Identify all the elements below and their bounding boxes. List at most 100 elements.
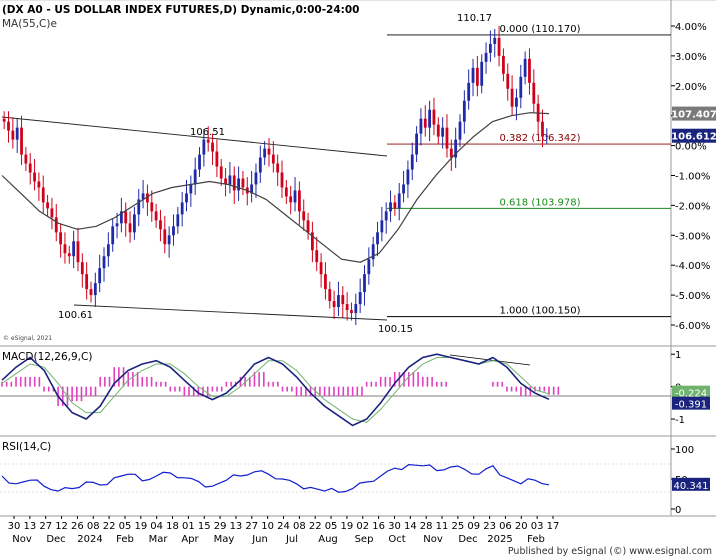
price-y-tick-label: -5.00% xyxy=(675,291,710,302)
x-month-label: Oct xyxy=(388,534,405,545)
candle-body xyxy=(532,82,536,104)
macd-line xyxy=(1,353,550,427)
x-day-label: 17 xyxy=(547,521,560,532)
x-day-label: 01 xyxy=(182,521,195,532)
candle-body xyxy=(159,220,162,230)
candle-body xyxy=(502,55,505,74)
candle-body xyxy=(258,157,262,173)
candle-body xyxy=(89,289,93,296)
macd-panel: 10-1 -0.224-0.391 MACD(12,26,9,C) xyxy=(0,350,710,427)
price-y-tick-label: 2.00% xyxy=(675,82,707,93)
price-y-tick-label: 3.00% xyxy=(675,52,707,63)
candle-body xyxy=(163,229,167,245)
candle-body xyxy=(515,97,518,107)
price-y-axis: 4.00%3.00%2.00%1.00%0.00%-1.00%-2.00%-3.… xyxy=(671,22,710,332)
macd-value-tag-bg xyxy=(672,385,710,399)
candle-body xyxy=(202,139,206,155)
candle-body xyxy=(371,244,375,260)
candle-body xyxy=(133,214,136,233)
candle-body xyxy=(93,283,97,296)
candle-body xyxy=(528,58,531,83)
price-tag-bg xyxy=(672,128,716,143)
candle-body xyxy=(146,193,149,203)
candle-body xyxy=(315,250,319,263)
candle-body xyxy=(350,310,353,314)
x-day-label: 09 xyxy=(467,521,480,532)
x-month-label: Sep xyxy=(355,534,374,545)
candle-body xyxy=(358,292,362,305)
price-panel: 4.00%3.00%2.00%1.00%0.00%-1.00%-2.00%-3.… xyxy=(1,4,716,342)
annotation-high-1: 106.51 xyxy=(190,127,225,138)
candle-body xyxy=(297,190,301,212)
candle-body xyxy=(24,154,28,164)
chart-title: (DX A0 - US DOLLAR INDEX FUTURES,D) Dyna… xyxy=(2,4,359,16)
x-day-label: 27 xyxy=(39,521,52,532)
x-day-label: 05 xyxy=(325,521,338,532)
candle-body xyxy=(85,274,89,290)
fib-level-label: 0.382 (106.342) xyxy=(500,133,581,144)
x-day-label: 29 xyxy=(214,521,227,532)
lower-trendline xyxy=(73,304,388,321)
x-month-label: Dec xyxy=(46,534,65,545)
candle-body xyxy=(206,139,210,143)
macd-trendline xyxy=(449,354,531,366)
candle-body xyxy=(393,202,397,209)
candle-body xyxy=(271,154,275,164)
x-day-label: 15 xyxy=(198,521,211,532)
candle-body xyxy=(319,262,323,275)
candle-body xyxy=(115,223,119,227)
candle-body xyxy=(406,169,410,185)
candle-body xyxy=(128,223,132,233)
candle-body xyxy=(263,148,267,158)
candle-body xyxy=(449,148,453,158)
upper-trendline xyxy=(1,116,388,157)
candle-body xyxy=(41,187,45,203)
macd-y-tick-label: 1 xyxy=(675,350,681,361)
candle-body xyxy=(484,52,488,62)
price-y-tick-label: 0.00% xyxy=(675,142,707,153)
candle-body xyxy=(410,154,414,170)
annotation-low-1: 100.61 xyxy=(58,310,93,321)
candle-body xyxy=(224,178,227,185)
x-day-label: 30 xyxy=(388,521,401,532)
candle-body xyxy=(11,130,15,140)
price-y-tick-label: -6.00% xyxy=(675,321,710,332)
candle-body xyxy=(289,196,293,203)
candle-body xyxy=(337,295,340,308)
x-month-label: Feb xyxy=(527,534,545,545)
panel-borders xyxy=(0,0,716,517)
candle-body xyxy=(345,304,349,311)
x-day-label: 27 xyxy=(245,521,258,532)
candle-body xyxy=(172,226,175,236)
candle-body xyxy=(436,124,440,137)
candle-body xyxy=(284,187,288,197)
macd-signal-line xyxy=(1,357,550,423)
candle-body xyxy=(458,121,462,140)
rsi-value-tag-bg xyxy=(672,477,710,491)
candle-body xyxy=(46,202,49,209)
x-month-label: Jul xyxy=(285,534,298,545)
candle-body xyxy=(241,178,245,188)
x-month-label: Nov xyxy=(423,534,443,545)
candle-body xyxy=(254,172,258,185)
x-day-label: 05 xyxy=(119,521,132,532)
x-month-label: Dec xyxy=(458,534,477,545)
x-day-label: 08 xyxy=(87,521,100,532)
candle-body xyxy=(76,241,80,263)
fibonacci-levels: 0.000 (110.170) 0.382 (106.342) 0.618 (103… xyxy=(387,24,671,318)
candle-body xyxy=(467,82,471,101)
x-day-label: 06 xyxy=(499,521,512,532)
candle-body xyxy=(480,61,484,86)
candle-body xyxy=(198,154,201,170)
price-y-tick-label: -4.00% xyxy=(675,261,710,272)
candle-body xyxy=(419,118,423,134)
x-day-label: 03 xyxy=(531,521,544,532)
candle-body xyxy=(354,304,358,314)
candle-body xyxy=(293,190,297,203)
candle-body xyxy=(7,121,10,131)
macd-title: MACD(12,26,9,C) xyxy=(2,351,92,363)
candle-body xyxy=(67,253,71,257)
candle-body xyxy=(471,67,475,83)
candle-body xyxy=(415,133,418,155)
